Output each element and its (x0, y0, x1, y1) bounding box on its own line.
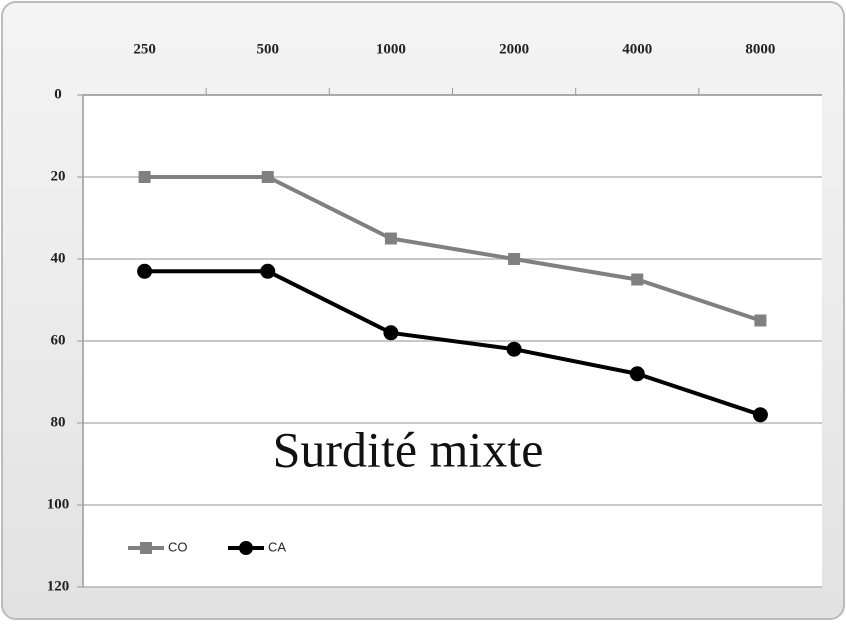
annotation: Surdité mixte (273, 421, 544, 477)
legend-label: CO (168, 539, 188, 554)
y-tick-label: 60 (51, 332, 66, 348)
legend-marker (140, 542, 152, 554)
legend-marker (239, 541, 253, 555)
y-tick-label: 120 (47, 578, 70, 594)
marker (506, 341, 522, 357)
marker (137, 263, 153, 279)
x-tick-label: 2000 (499, 41, 529, 57)
y-tick-label: 0 (54, 86, 62, 102)
marker (754, 314, 767, 327)
marker (384, 232, 397, 245)
x-tick-label: 250 (133, 41, 156, 57)
marker (261, 171, 274, 183)
marker (752, 407, 768, 423)
y-tick-label: 80 (51, 414, 66, 430)
series (138, 171, 767, 327)
y-tick-label: 100 (47, 496, 70, 512)
y-tick-label: 40 (51, 250, 66, 266)
marker (383, 325, 399, 341)
legend-label: CA (268, 539, 286, 554)
x-tick-label: 4000 (622, 41, 652, 57)
marker (138, 171, 151, 183)
series-line (144, 269, 762, 417)
marker (508, 253, 521, 265)
x-tick-label: 1000 (376, 41, 406, 57)
series (137, 263, 768, 423)
x-tick-label: 500 (257, 41, 280, 57)
marker (260, 263, 276, 279)
series-line (144, 175, 762, 323)
marker (629, 366, 645, 382)
legend-item: CA (228, 539, 286, 555)
marker (631, 273, 644, 286)
legend-item: CO (128, 539, 188, 554)
y-tick-label: 20 (51, 168, 66, 184)
x-tick-label: 8000 (745, 41, 775, 57)
